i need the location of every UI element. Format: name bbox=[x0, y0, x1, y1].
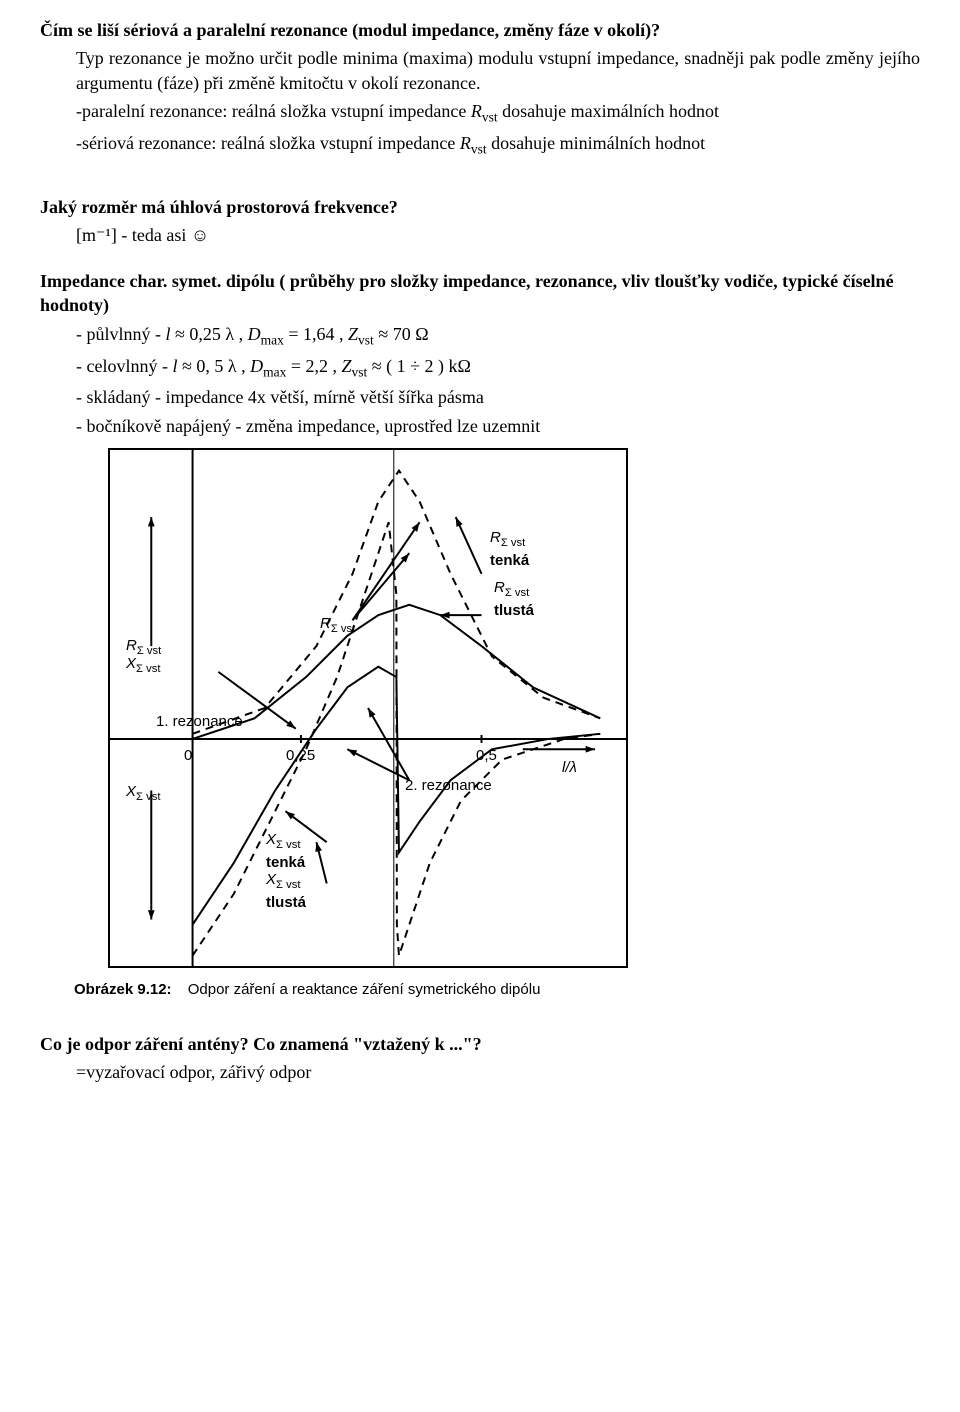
ann-y-up-R-base: R bbox=[126, 637, 137, 654]
ann-xtick-025: 0,25 bbox=[286, 746, 315, 766]
ann-R-tlusta-sub: Σ vst bbox=[505, 587, 529, 599]
ann-R-vst-lone-sub: Σ vst bbox=[331, 623, 355, 635]
q3-li2-c: ≈ 0, 5 λ , bbox=[177, 356, 250, 376]
q3-li1-c: ≈ 0,25 λ , bbox=[171, 324, 248, 344]
q3-li2-g: Z bbox=[342, 356, 352, 376]
q3-li1-f: = 1,64 , bbox=[284, 324, 348, 344]
q3-li4: - bočníkově napájený - změna impedance, … bbox=[76, 414, 920, 438]
q3-li2: - celovlnný - l ≈ 0, 5 λ , Dmax = 2,2 , … bbox=[76, 354, 920, 382]
ann-rez2: 2. rezonance bbox=[405, 776, 492, 796]
q3-li1-e: max bbox=[261, 332, 284, 347]
ann-tenka-2: tenká bbox=[266, 854, 305, 871]
q3-li2-d: D bbox=[250, 356, 263, 376]
ann-R-vst-lone-base: R bbox=[320, 615, 331, 632]
q3-li2-a: - celovlnný - bbox=[76, 356, 172, 376]
q1-para-suffix: dosahuje maximálních hodnot bbox=[498, 101, 719, 121]
q1-para-sym-sub: vst bbox=[482, 109, 498, 124]
ann-X-tenka: XΣ vst tenká bbox=[266, 830, 305, 873]
q3-heading: Impedance char. symet. dipólu ( průběhy … bbox=[40, 269, 920, 318]
ann-y-down-X-sub: Σ vst bbox=[136, 791, 160, 803]
ann-tlusta-1: tlustá bbox=[494, 602, 534, 619]
q3-li1-d: D bbox=[248, 324, 261, 344]
q1-parallel: -paralelní rezonance: reálná složka vstu… bbox=[76, 99, 920, 127]
diagram-svg bbox=[110, 450, 626, 966]
q3-li1: - půlvlnný - l ≈ 0,25 λ , Dmax = 1,64 , … bbox=[76, 322, 920, 350]
q1-ser-sym-sub: vst bbox=[471, 141, 487, 156]
q1-ser-prefix: -sériová rezonance: reálná složka vstupn… bbox=[76, 133, 460, 153]
caption-label: Obrázek 9.12: bbox=[74, 981, 172, 998]
ann-rez1: 1. rezonance bbox=[156, 712, 243, 732]
ann-xtick-05: 0,5 bbox=[476, 746, 497, 766]
ann-R-vst-lone: RΣ vst bbox=[320, 614, 355, 637]
q3-li1-h: vst bbox=[358, 332, 374, 347]
ann-R-tenka: RΣ vst tenká bbox=[490, 528, 529, 571]
q3-li2-i: ≈ ( 1 ÷ 2 ) kΩ bbox=[367, 356, 471, 376]
ann-tenka-1: tenká bbox=[490, 552, 529, 569]
q3-li1-g: Z bbox=[348, 324, 358, 344]
q3-li1-i: ≈ 70 Ω bbox=[374, 324, 429, 344]
q1-body: Typ rezonance je možno určit podle minim… bbox=[76, 46, 920, 95]
ann-y-down-X: XΣ vst bbox=[126, 782, 160, 805]
q1-serial: -sériová rezonance: reálná složka vstupn… bbox=[76, 131, 920, 159]
q1-para-sym-base: R bbox=[471, 101, 482, 121]
q3-li2-h: vst bbox=[352, 364, 368, 379]
ann-xtick-0: 0 bbox=[184, 746, 192, 766]
figure-caption: Obrázek 9.12: Odpor záření a reaktance z… bbox=[74, 980, 920, 1000]
ann-X-tenka-base: X bbox=[266, 831, 276, 848]
ann-x-axis-label: l/λ bbox=[562, 758, 577, 778]
ann-R-tenka-base: R bbox=[490, 529, 501, 546]
q2-body: [m⁻¹] - teda asi ☺ bbox=[76, 223, 920, 247]
q1-para-prefix: -paralelní rezonance: reálná složka vstu… bbox=[76, 101, 471, 121]
ann-y-down-X-base: X bbox=[126, 783, 136, 800]
ann-R-tlusta: RΣ vst tlustá bbox=[494, 578, 534, 621]
q1-ser-suffix: dosahuje minimálních hodnot bbox=[487, 133, 705, 153]
ann-X-tenka-sub: Σ vst bbox=[276, 839, 300, 851]
q3-li3: - skládaný - impedance 4x větší, mírně v… bbox=[76, 385, 920, 409]
q1-ser-sym-base: R bbox=[460, 133, 471, 153]
ann-y-up-X-sub: Σ vst bbox=[136, 663, 160, 675]
ann-R-tlusta-base: R bbox=[494, 579, 505, 596]
q3-li2-e: max bbox=[263, 364, 286, 379]
q1-heading: Čím se liší sériová a paralelní rezonanc… bbox=[40, 18, 920, 42]
q4-heading: Co je odpor záření antény? Co znamená "v… bbox=[40, 1032, 920, 1056]
resonance-diagram: RΣ vst XΣ vst XΣ vst 1. rezonance 2. rez… bbox=[108, 448, 628, 968]
ann-y-up-X-base: X bbox=[126, 655, 136, 672]
ann-X-tlusta-sub: Σ vst bbox=[276, 879, 300, 891]
q3-li2-f: = 2,2 , bbox=[286, 356, 341, 376]
ann-tlusta-2: tlustá bbox=[266, 894, 306, 911]
ann-X-tlusta-base: X bbox=[266, 871, 276, 888]
ann-y-up-X: XΣ vst bbox=[126, 654, 160, 677]
q2-heading: Jaký rozměr má úhlová prostorová frekven… bbox=[40, 195, 920, 219]
caption-text: Odpor záření a reaktance záření symetric… bbox=[188, 981, 541, 998]
q4-body: =vyzařovací odpor, zářivý odpor bbox=[76, 1060, 920, 1084]
ann-R-tenka-sub: Σ vst bbox=[501, 537, 525, 549]
q3-li1-a: - půlvlnný - bbox=[76, 324, 166, 344]
ann-X-tlusta: XΣ vst tlustá bbox=[266, 870, 306, 913]
